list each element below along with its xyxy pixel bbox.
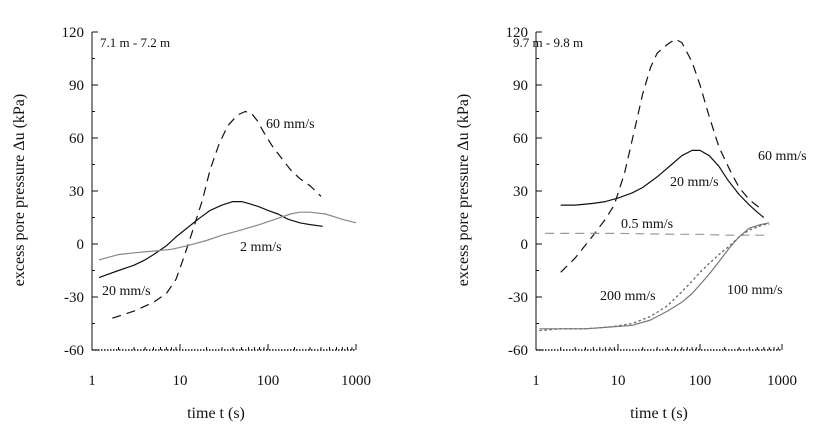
panel-label-right: 9.7 m - 9.8 m — [513, 35, 583, 50]
y-tick-label: 90 — [513, 78, 528, 94]
x-axis-title-left: time t (s) — [187, 405, 245, 422]
y-tick-label: 30 — [513, 184, 528, 200]
y-tick-label: 60 — [69, 131, 84, 147]
x-tick-label: 10 — [173, 373, 188, 389]
y-tick-label: 120 — [62, 25, 85, 41]
curve-label-60-left: 60 mm/s — [266, 117, 315, 132]
series-line-60-mm-s — [112, 110, 322, 319]
curve-label-20-left: 20 mm/s — [102, 284, 151, 299]
curve-label-60-right: 60 mm/s — [758, 149, 807, 164]
curve-label-200-right: 200 mm/s — [600, 289, 656, 304]
series-line-100-mm-s — [539, 222, 770, 330]
panel-label-left: 7.1 m - 7.2 m — [100, 35, 170, 50]
series-line-60-mm-s — [560, 38, 762, 273]
curve-label-0-5-right: 0.5 mm/s — [621, 217, 673, 232]
y-axis-title-right: excess pore pressure Δu (kPa) — [455, 94, 472, 286]
y-tick-label: 120 — [506, 25, 529, 41]
y-tick-label: 90 — [69, 78, 84, 94]
series-line-200-mm-s — [539, 223, 770, 332]
series-line-20-mm-s — [98, 201, 323, 279]
curve-label-20-right: 20 mm/s — [670, 175, 719, 190]
series-line-20-mm-s — [560, 149, 765, 218]
x-axis-title-right: time t (s) — [630, 405, 688, 422]
curve-label-100-right: 100 mm/s — [727, 283, 783, 298]
y-axis-title-left: excess pore pressure Δu (kPa) — [11, 94, 28, 286]
x-tick-label: 1 — [88, 373, 96, 389]
y-tick-label: 0 — [521, 237, 529, 253]
y-tick-label: 60 — [513, 131, 528, 147]
x-tick-label: 1 — [532, 373, 540, 389]
x-tick-label: 100 — [257, 373, 280, 389]
series-line-0-5-mm-s — [545, 232, 770, 236]
y-tick-label: -30 — [508, 290, 528, 306]
y-tick-label: 0 — [77, 237, 85, 253]
y-tick-label: 30 — [69, 184, 84, 200]
curve-label-2-left: 2 mm/s — [240, 240, 282, 255]
x-tick-label: 100 — [689, 373, 712, 389]
x-tick-label: 10 — [611, 373, 626, 389]
x-tick-label: 1000 — [341, 373, 371, 389]
series-line-2-mm-s — [98, 211, 357, 261]
y-tick-label: -60 — [64, 343, 84, 359]
x-tick-label: 1000 — [767, 373, 797, 389]
y-tick-label: -60 — [508, 343, 528, 359]
y-tick-label: -30 — [64, 290, 84, 306]
